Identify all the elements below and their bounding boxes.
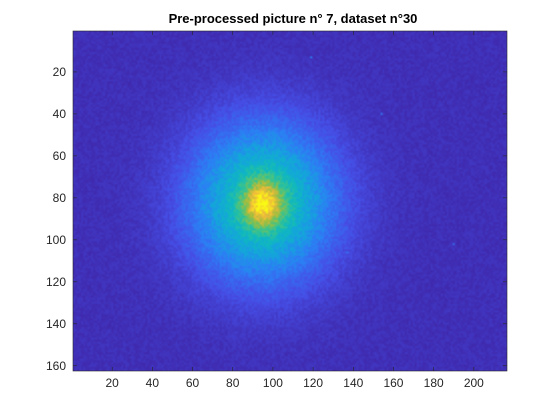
x-tick-label: 180: [424, 376, 444, 390]
x-tick-label: 160: [383, 376, 403, 390]
chart-title: Pre-processed picture n° 7, dataset n°30: [169, 11, 418, 26]
x-tick-label: 80: [226, 376, 240, 390]
y-tick-label: 160: [46, 359, 66, 373]
x-tick-label: 120: [303, 376, 323, 390]
y-axis: 20 40 60 80 100 120 140 160: [46, 65, 507, 373]
y-tick-label: 20: [53, 65, 67, 79]
y-tick-label: 40: [53, 107, 67, 121]
y-tick-label: 120: [46, 275, 66, 289]
x-tick-label: 40: [146, 376, 160, 390]
x-axis: 20 40 60 80 100 120 140 160 180 200: [106, 31, 484, 390]
x-tick-label: 200: [464, 376, 484, 390]
heatmap-image: [73, 31, 507, 371]
x-tick-label: 20: [106, 376, 120, 390]
x-tick-label: 140: [343, 376, 363, 390]
y-tick-label: 80: [53, 191, 67, 205]
y-tick-label: 100: [46, 233, 66, 247]
y-tick-label: 60: [53, 149, 67, 163]
plot-frame: [72, 30, 508, 372]
x-tick-label: 60: [186, 376, 200, 390]
x-tick-label: 100: [263, 376, 283, 390]
y-tick-label: 140: [46, 317, 66, 331]
